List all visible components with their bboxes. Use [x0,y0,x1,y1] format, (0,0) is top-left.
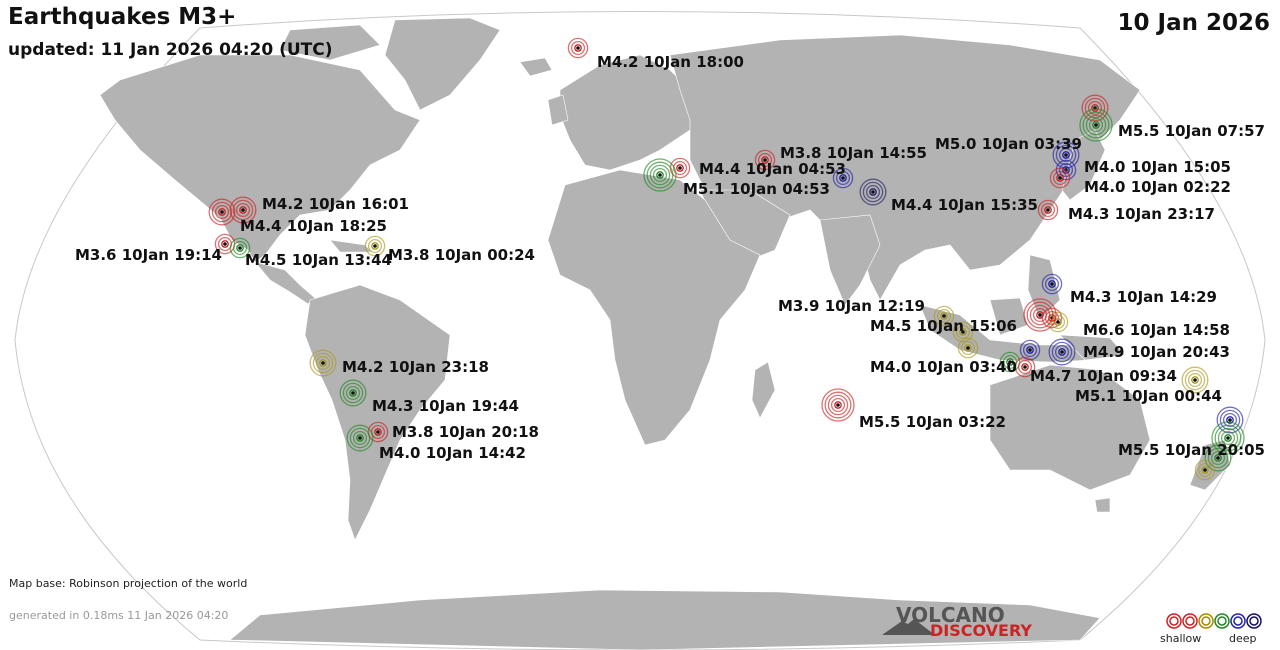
australia [989,364,1151,491]
earthquake-marker[interactable] [859,178,887,206]
tasmania [1094,497,1111,513]
legend-ring-icon [1198,613,1214,629]
earthquake-label[interactable]: M4.9 10Jan 20:43 [1083,343,1230,361]
earthquake-label[interactable]: M4.7 10Jan 09:34 [1030,367,1177,385]
earthquake-label[interactable]: M4.3 10Jan 19:44 [372,397,519,415]
earthquake-marker[interactable] [1181,366,1209,394]
arctic-islands [279,24,381,61]
earthquake-label[interactable]: M5.5 10Jan 20:05 [1118,441,1265,459]
earthquake-marker-extra[interactable] [1081,94,1109,122]
earthquake-marker-extra[interactable] [957,337,979,359]
earthquake-marker[interactable] [952,321,974,343]
volcano-logo-icon [882,619,935,635]
earthquake-marker[interactable] [229,196,257,224]
earthquake-label[interactable]: M4.0 10Jan 14:42 [379,444,526,462]
europe [559,54,701,171]
earthquake-marker[interactable] [643,158,677,192]
earthquake-marker[interactable] [1048,338,1076,366]
earthquake-marker[interactable] [1211,421,1245,455]
earthquake-marker[interactable] [364,235,386,257]
earthquake-label[interactable]: M4.5 10Jan 13:44 [245,251,392,269]
earthquake-marker[interactable] [933,305,955,327]
earthquake-marker[interactable] [339,379,367,407]
map-date: 10 Jan 2026 [1117,10,1271,36]
logo-text-discovery: DISCOVERY [930,621,1033,640]
north-america [99,54,421,263]
earthquake-label[interactable]: M4.4 10Jan 15:35 [891,196,1038,214]
earthquake-label[interactable]: M5.5 10Jan 03:22 [859,413,1006,431]
earthquake-label[interactable]: M4.0 10Jan 02:22 [1084,178,1231,196]
depth-legend [1166,613,1262,629]
earthquake-label[interactable]: M4.5 10Jan 15:06 [870,317,1017,335]
uk [547,94,569,126]
earthquake-labels: M4.2 10Jan 18:00 M5.5 10Jan 07:57 M3.8 10J… [75,53,1265,462]
earthquake-marker[interactable] [1041,273,1063,295]
earthquake-marker[interactable] [346,424,374,452]
legend-ring-icon [1214,613,1230,629]
earthquake-label[interactable]: M3.8 10Jan 00:24 [388,246,535,264]
legend-ring-icon [1166,613,1182,629]
earthquake-marker[interactable] [1049,167,1071,189]
madagascar [751,361,776,419]
earthquake-marker[interactable] [309,349,337,377]
earthquake-label[interactable]: M5.1 10Jan 00:44 [1075,387,1222,405]
legend-ring-icon [1230,613,1246,629]
earthquake-marker-extra[interactable] [1194,459,1216,481]
earthquake-marker[interactable] [229,237,251,259]
earthquake-marker-extra[interactable] [1047,311,1069,333]
earthquake-marker[interactable] [821,388,855,422]
land-masses [99,17,1231,650]
earthquake-marker[interactable] [754,149,776,171]
earthquake-label[interactable]: M4.3 10Jan 14:29 [1070,288,1217,306]
earthquake-label[interactable]: M4.0 10Jan 03:40 [870,358,1017,376]
legend-deep-label: deep [1229,632,1257,645]
updated-timestamp: updated: 11 Jan 2026 04:20 (UTC) [8,40,333,60]
earthquake-label[interactable]: M3.8 10Jan 14:55 [780,144,927,162]
earthquake-label[interactable]: M3.8 10Jan 20:18 [392,423,539,441]
japan [1061,129,1106,201]
volcano-discovery-logo[interactable]: VOLCANO DISCOVERY [880,603,1040,643]
new-guinea [1059,334,1126,361]
map-base-note: Map base: Robinson projection of the wor… [9,577,248,590]
iceland [519,57,553,77]
logo-text-volcano: VOLCANO [896,603,1005,627]
earthquake-marker[interactable] [567,37,589,59]
south-america [304,284,451,541]
earthquake-marker[interactable] [208,198,236,226]
earthquake-marker[interactable] [1023,298,1057,332]
legend-ring-icon [1182,613,1198,629]
earthquake-label[interactable]: M4.2 10Jan 16:01 [262,195,409,213]
africa [547,169,761,446]
earthquake-label[interactable]: M3.6 10Jan 19:14 [75,246,222,264]
legend-ring-icon [1246,613,1262,629]
earthquake-marker-extra[interactable] [1216,406,1244,434]
earthquake-marker[interactable] [1014,356,1036,378]
earthquake-label[interactable]: M5.0 10Jan 03:39 [935,135,1082,153]
earthquake-label[interactable]: M4.2 10Jan 18:00 [597,53,744,71]
earthquake-label[interactable]: M4.2 10Jan 23:18 [342,358,489,376]
earthquake-marker-extra[interactable] [1019,339,1041,361]
page-title: Earthquakes M3+ [8,4,237,30]
earthquake-marker[interactable] [1079,108,1113,142]
earthquake-label[interactable]: M5.1 10Jan 04:53 [683,180,830,198]
earthquake-marker[interactable] [1052,141,1080,169]
indonesia [919,304,1091,363]
earthquake-marker-extra[interactable] [832,167,854,189]
earthquake-label[interactable]: M3.9 10Jan 12:19 [778,297,925,315]
earthquake-label[interactable]: M4.4 10Jan 04:53 [699,160,846,178]
legend-shallow-label: shallow [1160,632,1202,645]
earthquake-label[interactable]: M6.6 10Jan 14:58 [1083,321,1230,339]
earthquake-label[interactable]: M4.0 10Jan 15:05 [1084,158,1231,176]
earthquake-label[interactable]: M5.5 10Jan 07:57 [1118,122,1265,140]
earthquake-marker[interactable] [1037,199,1059,221]
generated-note: generated in 0.18ms 11 Jan 2026 04:20 [9,609,229,622]
earthquake-label[interactable]: M4.3 10Jan 23:17 [1068,205,1215,223]
earthquake-label[interactable]: M4.4 10Jan 18:25 [240,217,387,235]
greenland [384,17,501,111]
earthquake-markers [208,37,1245,481]
india [819,214,881,306]
